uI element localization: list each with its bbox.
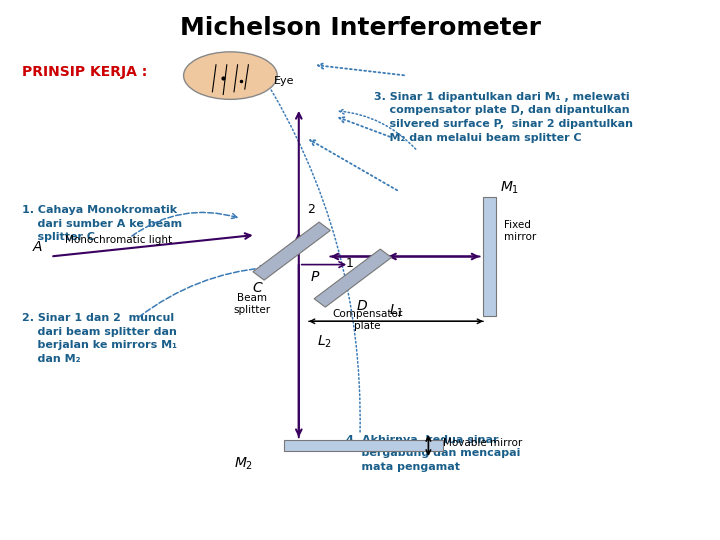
Polygon shape [314, 249, 392, 307]
Bar [284, 440, 443, 451]
Text: 4. Akhirnya  kedua sinar
    bergabung dan mencapai
    mata pengamat: 4. Akhirnya kedua sinar bergabung dan me… [346, 435, 520, 472]
Text: $M_1$: $M_1$ [500, 180, 520, 196]
Text: $L_2$: $L_2$ [317, 334, 332, 350]
Text: $L_1$: $L_1$ [389, 302, 403, 319]
Text: PRINSIP KERJA :: PRINSIP KERJA : [22, 65, 147, 79]
Text: $M_2$: $M_2$ [234, 455, 253, 471]
Text: Beam
splitter: Beam splitter [233, 293, 271, 315]
Text: 2. Sinar 1 dan 2  muncul
    dari beam splitter dan
    berjalan ke mirrors M₁
 : 2. Sinar 1 dan 2 muncul dari beam splitt… [22, 313, 176, 364]
Text: Michelson Interferometer: Michelson Interferometer [179, 16, 541, 40]
Text: Movable mirror: Movable mirror [443, 438, 522, 448]
Text: Monochromatic light: Monochromatic light [65, 235, 172, 245]
Text: Eye: Eye [274, 76, 294, 86]
Text: $A$: $A$ [32, 240, 44, 254]
Polygon shape [253, 222, 330, 280]
Text: Fixed
mirror: Fixed mirror [504, 220, 536, 242]
Ellipse shape [184, 52, 277, 99]
Text: $P$: $P$ [310, 270, 320, 284]
Text: $D$: $D$ [356, 300, 369, 314]
Text: 3. Sinar 1 dipantulkan dari M₁ , melewati
    compensator plate D, dan dipantulk: 3. Sinar 1 dipantulkan dari M₁ , melewat… [374, 92, 634, 143]
Text: 1: 1 [346, 257, 354, 271]
Text: 2: 2 [307, 203, 315, 217]
Text: 1. Cahaya Monokromatik
    dari sumber A ke beam
    splitter C: 1. Cahaya Monokromatik dari sumber A ke … [22, 205, 181, 242]
Text: Compensator
plate: Compensator plate [332, 309, 402, 332]
Text: $C$: $C$ [252, 281, 264, 295]
Bar [483, 197, 496, 316]
